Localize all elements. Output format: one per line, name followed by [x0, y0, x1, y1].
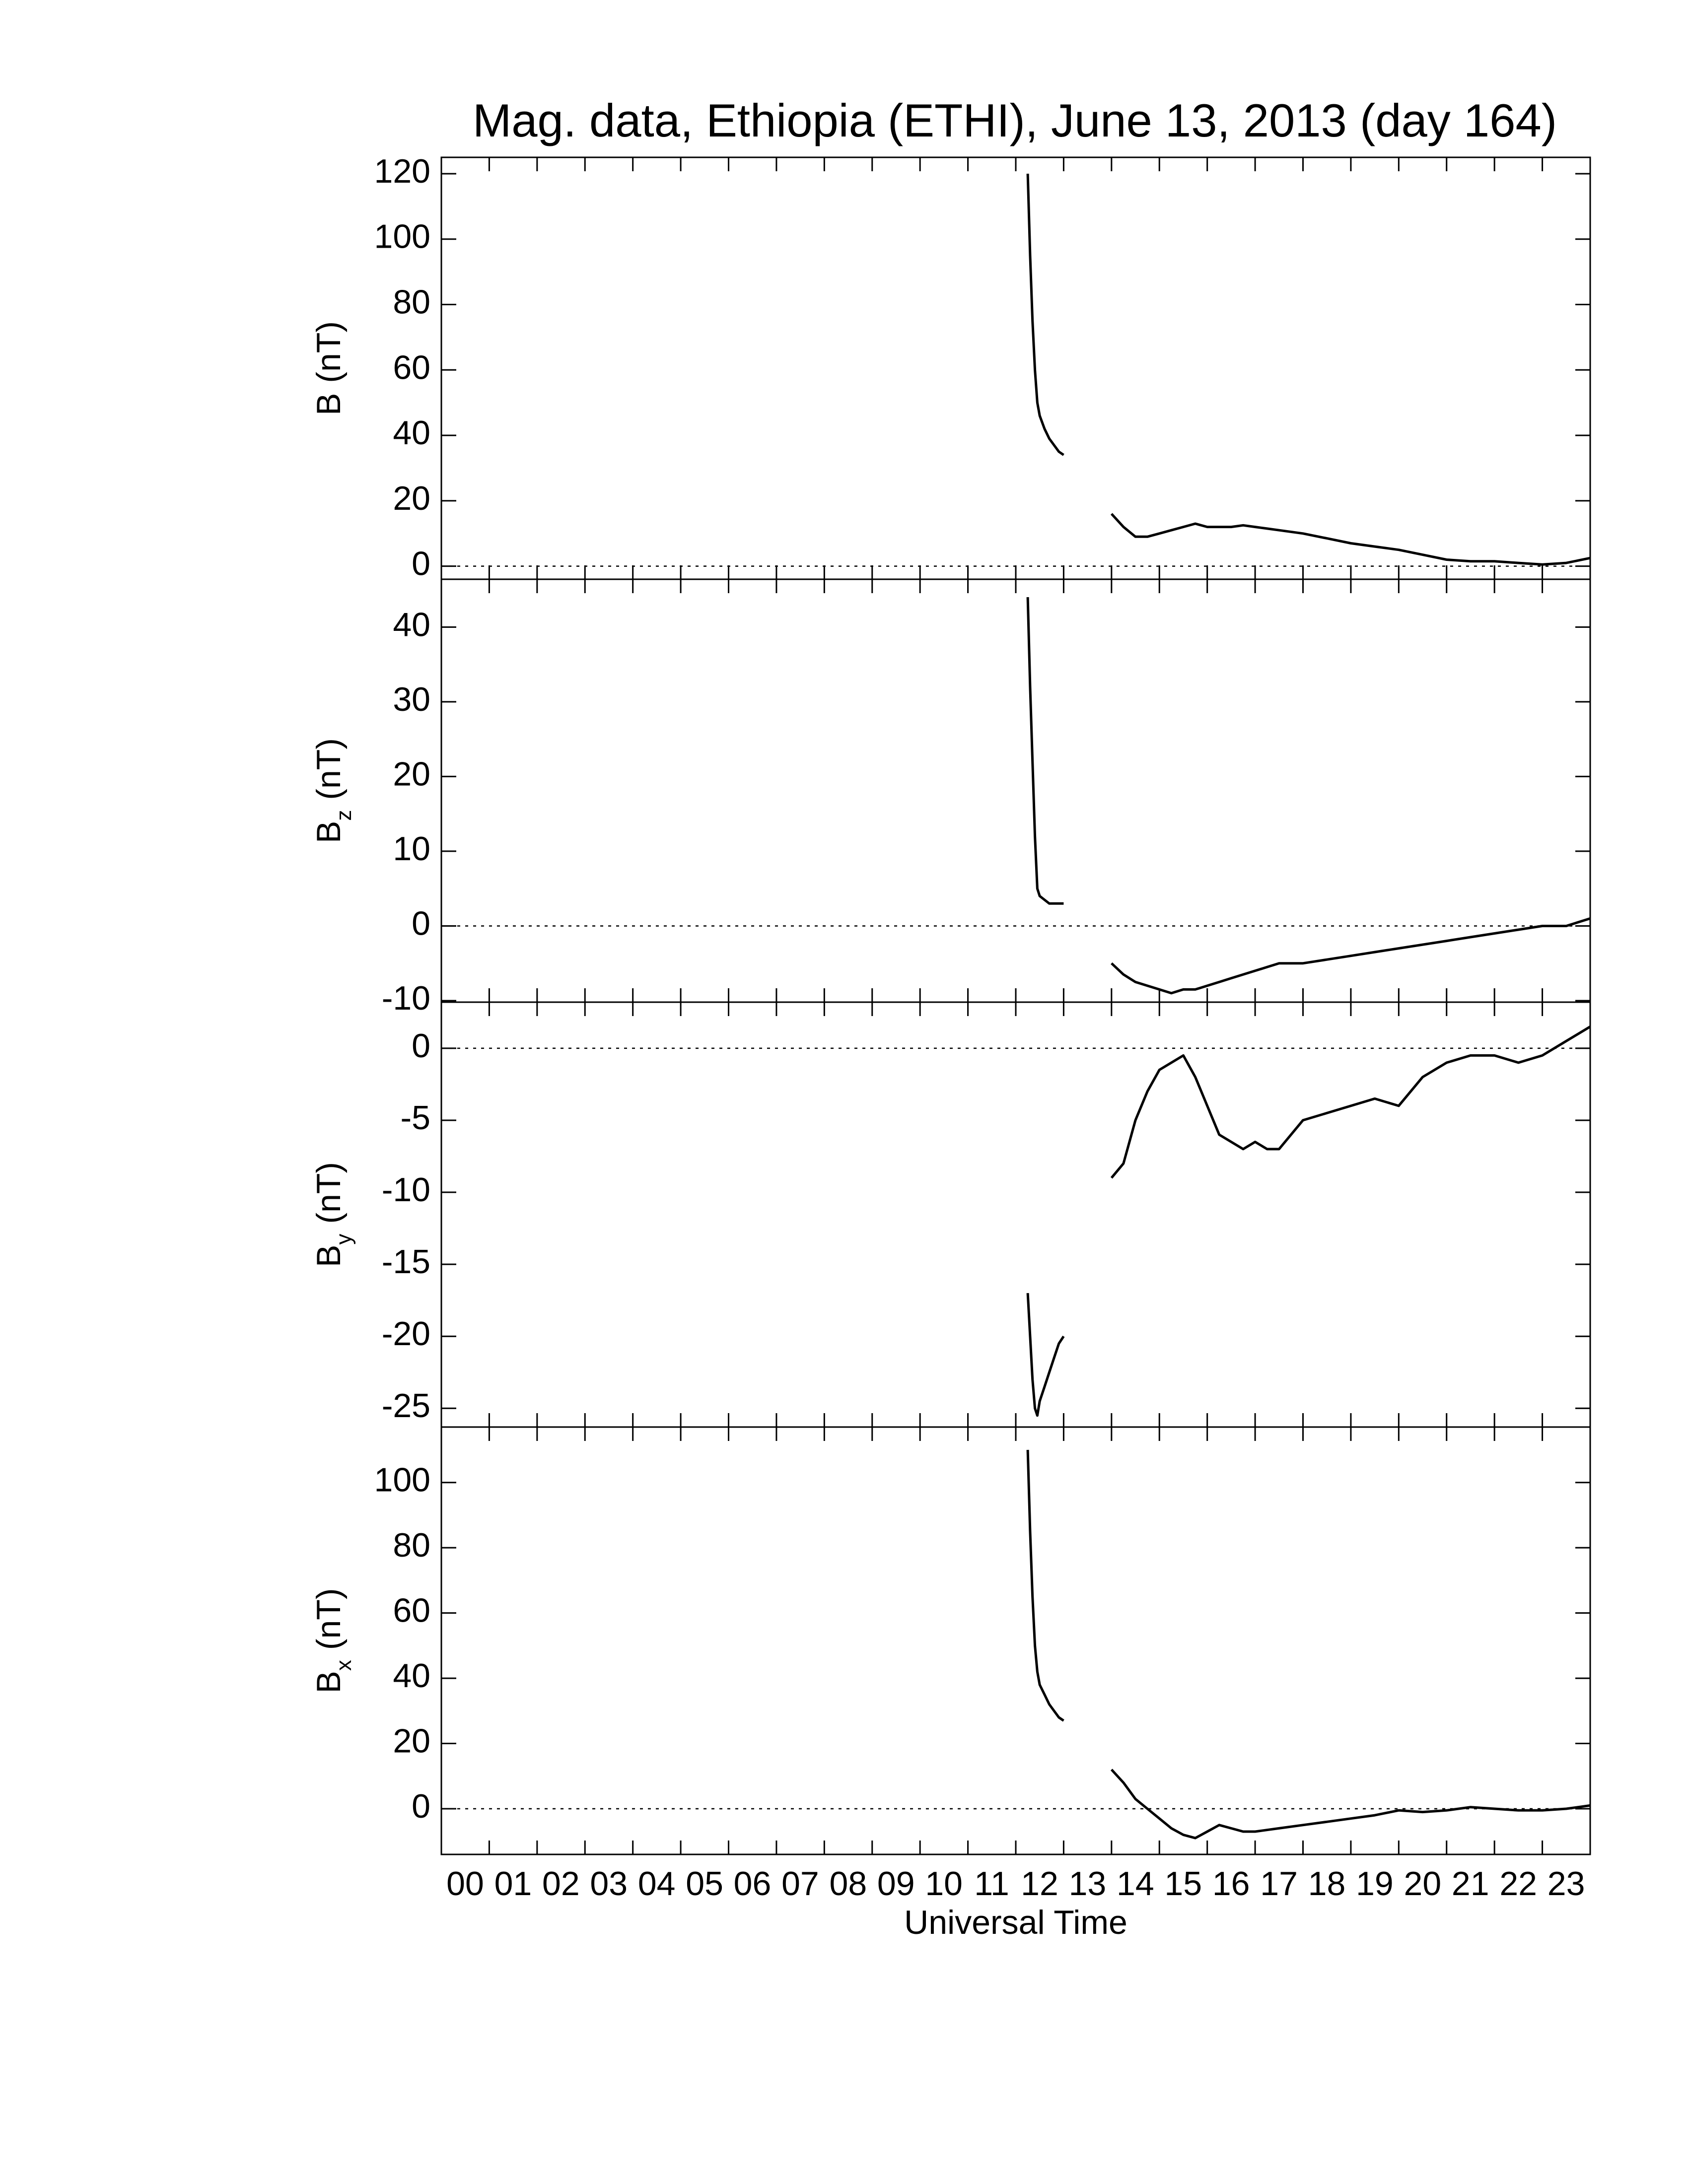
x-tick-label: 18 [1308, 1865, 1346, 1903]
y-tick-label: 40 [393, 414, 430, 452]
y-tick-label: 20 [393, 755, 430, 793]
plot-frame [440, 1001, 1591, 1428]
x-tick-label: 10 [925, 1865, 963, 1903]
y-label-unit: (nT) [310, 1588, 348, 1650]
x-tick-label: 02 [542, 1865, 580, 1903]
y-label-unit: (nT) [310, 1162, 348, 1224]
x-tick-label: 13 [1069, 1865, 1107, 1903]
data-line [1026, 173, 1591, 566]
y-tick-label: 30 [393, 681, 430, 718]
x-tick-label: 03 [590, 1865, 628, 1903]
y-label-base: B [310, 821, 348, 843]
y-tick-label: -25 [382, 1387, 430, 1425]
data-line [1026, 1025, 1591, 1417]
y-tick-label: -20 [382, 1315, 430, 1353]
y-tick-label: 120 [374, 152, 430, 190]
plot-frame [440, 1426, 1591, 1855]
y-tick-label: 100 [374, 218, 430, 256]
y-label-base: B [310, 1671, 348, 1693]
y-tick-label: 0 [412, 1787, 430, 1825]
x-tick-label: 21 [1452, 1865, 1489, 1903]
y-axis-label: B (nT) [310, 321, 348, 415]
y-label-sub: y [332, 1234, 356, 1245]
x-tick-label: 17 [1260, 1865, 1298, 1903]
data-line [1026, 597, 1591, 995]
y-axis-label: Bz (nT) [310, 738, 356, 843]
x-tick-label: 22 [1499, 1865, 1537, 1903]
x-tick-label: 08 [830, 1865, 867, 1903]
x-tick-label: 09 [877, 1865, 915, 1903]
x-tick-label: 04 [638, 1865, 676, 1903]
y-tick-label: 20 [393, 479, 430, 517]
plot-frame [440, 156, 1591, 580]
y-tick-label: 0 [412, 904, 430, 942]
y-tick-label: -15 [382, 1243, 430, 1281]
y-tick-label: 60 [393, 348, 430, 386]
x-tick-label: 19 [1356, 1865, 1394, 1903]
y-tick-label: 40 [393, 1657, 430, 1695]
y-label-sub: x [332, 1660, 356, 1671]
y-tick-label: 20 [393, 1722, 430, 1760]
x-tick-label: 15 [1164, 1865, 1202, 1903]
y-tick-label: 80 [393, 1526, 430, 1564]
x-tick-label: 23 [1547, 1865, 1585, 1903]
y-tick-label: -5 [401, 1099, 430, 1137]
y-label-base: B [310, 393, 348, 415]
data-line [1026, 1449, 1591, 1840]
x-tick-label: 12 [1021, 1865, 1058, 1903]
x-tick-label: 20 [1404, 1865, 1442, 1903]
y-tick-label: -10 [382, 979, 430, 1017]
y-label-unit: (nT) [310, 321, 348, 383]
plot-frame [440, 578, 1591, 1003]
x-tick-label: 14 [1117, 1865, 1154, 1903]
y-tick-label: 80 [393, 283, 430, 321]
x-tick-label: 05 [686, 1865, 723, 1903]
y-tick-label: 0 [412, 1027, 430, 1065]
x-axis-label: Universal Time [904, 1904, 1127, 1941]
x-tick-label: 01 [494, 1865, 532, 1903]
y-label-sub: z [332, 810, 356, 821]
y-tick-label: 60 [393, 1592, 430, 1630]
y-tick-label: 100 [374, 1461, 430, 1499]
figure-title: Mag. data, Ethiopia (ETHI), June 13, 201… [473, 94, 1557, 146]
y-axis-label: By (nT) [310, 1162, 356, 1267]
y-tick-label: -10 [382, 1171, 430, 1209]
x-tick-label: 00 [446, 1865, 484, 1903]
y-axis-label: Bx (nT) [310, 1588, 356, 1693]
x-tick-label: 16 [1212, 1865, 1250, 1903]
y-tick-label: 0 [412, 545, 430, 583]
y-tick-label: 10 [393, 830, 430, 868]
y-label-base: B [310, 1245, 348, 1267]
x-tick-label: 07 [781, 1865, 819, 1903]
x-tick-label: 11 [974, 1865, 1009, 1903]
y-tick-label: 40 [393, 606, 430, 643]
x-tick-label: 06 [734, 1865, 772, 1903]
y-label-unit: (nT) [310, 738, 348, 800]
